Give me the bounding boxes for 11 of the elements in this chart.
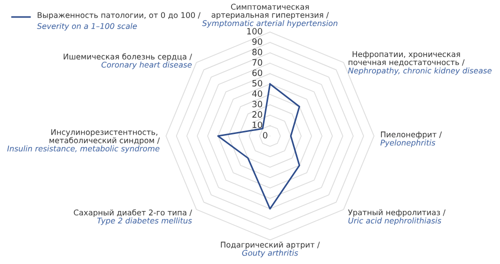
y-tick-label: 30 (252, 100, 262, 108)
y-tick-label: 60 (252, 70, 262, 76)
y-tick-label: 90 (252, 38, 262, 45)
y-tick-label: 80 (252, 48, 262, 56)
y-tick-label: 40 (252, 90, 262, 97)
y-tick-label: 0 (263, 132, 268, 138)
y-tick-label: 100 (247, 28, 262, 34)
y-tick-label: 10 (252, 122, 262, 128)
y-tick-label: 70 (252, 59, 262, 66)
y-tick-label: 50 (252, 80, 262, 86)
y-tick-label: 20 (252, 111, 262, 118)
